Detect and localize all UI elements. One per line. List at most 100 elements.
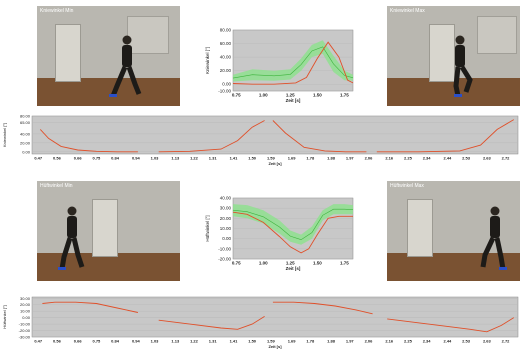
x-axis-label: Zeit [s] [286, 98, 301, 103]
x-tick-label: 0.56 [53, 339, 62, 344]
photo-knee-min: Kniewinkel Min [37, 6, 180, 106]
x-tick-label: 2.53 [462, 156, 471, 161]
x-tick-label: 2.72 [502, 339, 511, 344]
x-tick-label: 0.66 [74, 156, 83, 161]
x-tick-label: 2.16 [385, 156, 394, 161]
x-tick-label: 0.84 [111, 339, 120, 344]
x-tick-label: 1.50 [248, 156, 257, 161]
y-tick-label: 20.00 [220, 68, 232, 73]
y-tick-label: 40.00 [20, 131, 31, 136]
y-tick-label: 30.00 [20, 296, 31, 301]
series-line [272, 120, 367, 153]
y-tick-label: -30.00 [19, 335, 31, 340]
x-tick-label: 2.06 [365, 156, 374, 161]
y-tick-label: -10.00 [19, 322, 31, 327]
x-tick-label: 1.00 [259, 93, 268, 98]
x-tick-label: 1.22 [190, 339, 199, 344]
x-axis-label: Zeit [s] [286, 266, 301, 271]
x-tick-label: 1.31 [209, 339, 218, 344]
photo-label: Kniewinkel Max [390, 8, 425, 14]
x-tick-label: 1.97 [346, 339, 355, 344]
x-tick-label: 0.47 [34, 339, 43, 344]
x-tick-label: 2.25 [404, 339, 413, 344]
reference-mean-line [232, 46, 354, 79]
y-tick-label: 80.00 [220, 28, 232, 33]
plot-area [31, 115, 519, 155]
knee-zoom-chart: 80.00 60.00 40.00 20.00 0.00 -10.000.75 1.00 1.… [205, 28, 354, 103]
x-tick-label: 1.22 [190, 156, 199, 161]
y-axis-label: Hüftwinkel [°] [2, 305, 7, 328]
walking-person [453, 35, 473, 97]
x-tick-label: 2.34 [423, 339, 432, 344]
x-tick-label: 1.41 [230, 156, 239, 161]
y-tick-label: 30.00 [220, 206, 232, 211]
x-tick-label: 2.72 [502, 156, 511, 161]
x-tick-label: 1.50 [313, 93, 322, 98]
photo-knee-max: Kniewinkel Max [387, 6, 520, 106]
y-axis-label: Kniewinkel [°] [2, 123, 7, 147]
series-line [39, 129, 138, 153]
series-line [232, 211, 353, 254]
y-tick-label: 0.00 [222, 236, 231, 241]
x-tick-label: 1.13 [171, 339, 180, 344]
reference-mean-line [232, 208, 354, 241]
y-tick-label: 40.00 [220, 55, 232, 60]
x-tick-label: 2.63 [483, 156, 492, 161]
x-tick-label: 1.03 [151, 339, 160, 344]
x-tick-label: 1.50 [313, 261, 322, 266]
x-tick-label: 2.06 [365, 339, 374, 344]
walking-person [480, 206, 507, 270]
plot-area [31, 296, 519, 338]
x-tick-label: 2.25 [404, 156, 413, 161]
y-tick-label: 0.00 [22, 149, 31, 154]
x-tick-label: 1.75 [340, 261, 349, 266]
x-axis-label: Zeit [s] [268, 344, 282, 349]
x-tick-label: 1.25 [286, 93, 295, 98]
hip-zoom-chart: 40.00 30.00 20.00 10.00 0.00 -10.00 -20.000.75… [205, 196, 354, 271]
x-tick-label: 1.75 [340, 93, 349, 98]
y-tick-label: 20.00 [220, 216, 232, 221]
x-tick-label: 2.44 [443, 339, 452, 344]
photo-hip-max: Hüftwinkel Max [387, 181, 520, 281]
x-tick-label: 1.97 [346, 156, 355, 161]
x-tick-label: 2.53 [462, 339, 471, 344]
x-tick-label: 0.75 [232, 261, 241, 266]
x-tick-label: 1.03 [151, 156, 160, 161]
walking-person [58, 206, 85, 270]
x-tick-label: 1.50 [248, 339, 257, 344]
y-tick-label: -10.00 [218, 89, 231, 94]
x-tick-label: 0.94 [132, 156, 141, 161]
y-tick-label: -10.00 [218, 246, 231, 251]
x-tick-label: 2.16 [385, 339, 394, 344]
x-tick-label: 1.88 [327, 339, 336, 344]
y-tick-label: 0.00 [22, 315, 31, 320]
x-tick-label: 1.00 [259, 261, 268, 266]
photo-label: Hüftwinkel Min [40, 183, 73, 189]
x-tick-label: 0.94 [132, 339, 141, 344]
x-tick-label: 1.31 [209, 156, 218, 161]
x-tick-label: 1.25 [286, 261, 295, 266]
y-tick-label: 20.00 [20, 302, 31, 307]
x-tick-label: 1.41 [230, 339, 239, 344]
y-tick-label: 80.00 [20, 114, 31, 119]
x-tick-label: 1.69 [288, 156, 297, 161]
x-tick-label: 1.78 [306, 156, 315, 161]
photo-label: Kniewinkel Min [40, 8, 74, 14]
series-line [232, 41, 354, 85]
x-axis-label: Zeit [s] [268, 161, 282, 166]
y-tick-label: 20.00 [20, 140, 31, 145]
x-tick-label: 0.66 [74, 339, 83, 344]
y-tick-label: -20.00 [218, 257, 231, 262]
series-line [42, 301, 138, 313]
x-tick-label: 0.47 [34, 156, 43, 161]
x-tick-label: 2.44 [443, 156, 452, 161]
y-tick-label: -20.00 [19, 328, 31, 333]
y-tick-label: 10.00 [220, 226, 232, 231]
photo-label: Hüftwinkel Max [390, 183, 424, 189]
series-line [158, 316, 265, 330]
y-axis-label: Kniewinkel [°] [205, 47, 210, 74]
y-axis-label: Hüftwinkel [°] [205, 215, 210, 241]
reference-band [233, 204, 353, 245]
photo-hip-min: Hüftwinkel Min [37, 181, 180, 281]
